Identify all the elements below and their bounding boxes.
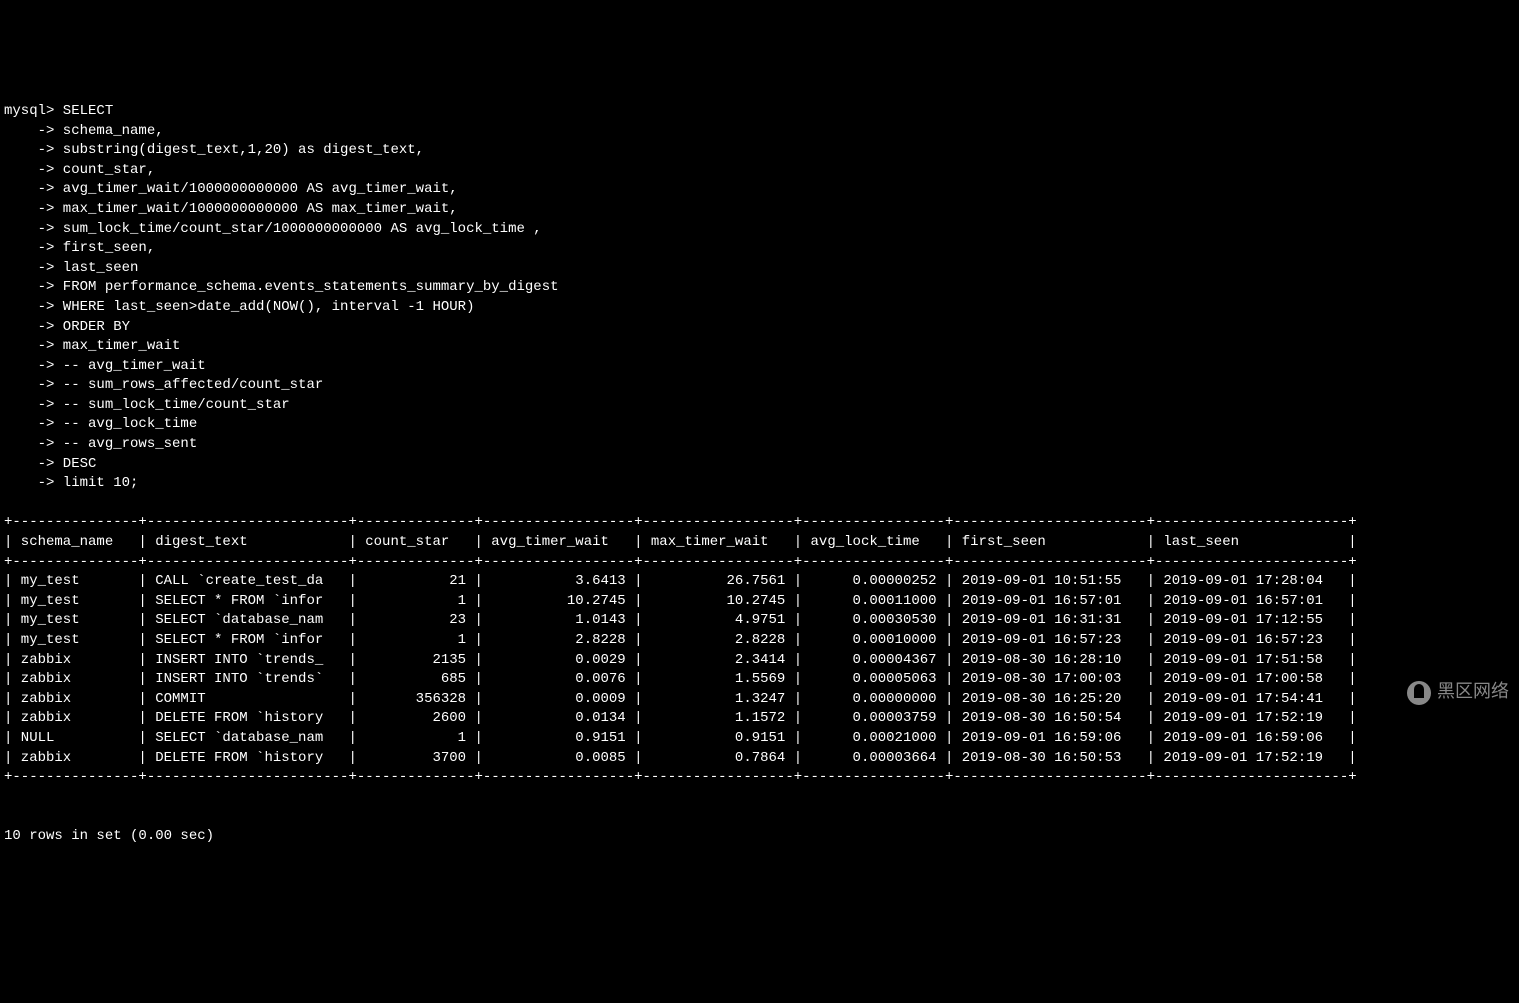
query-block: mysql> SELECT -> schema_name, -> substri… [4,102,1515,494]
watermark-text: 黑区网络 [1437,681,1509,706]
watermark: 黑区网络 [1407,681,1509,706]
terminal-output: mysql> SELECT -> schema_name, -> substri… [4,82,1515,866]
watermark-icon [1407,681,1431,705]
result-footer: 10 rows in set (0.00 sec) [4,807,1515,846]
result-table: +---------------+-----------------------… [4,513,1515,787]
